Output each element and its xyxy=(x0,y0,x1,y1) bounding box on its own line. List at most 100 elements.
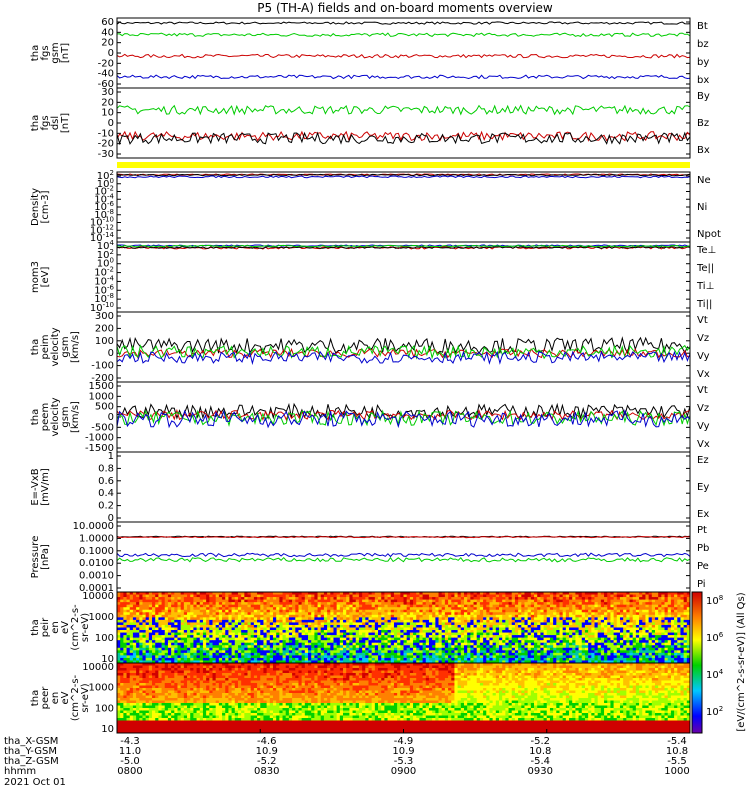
heatmap-cell xyxy=(381,609,385,613)
heatmap-cell xyxy=(279,622,284,626)
heatmap-cell xyxy=(651,630,656,634)
heatmap-cell xyxy=(639,627,643,631)
heatmap-cell xyxy=(457,627,462,631)
heatmap-cell xyxy=(330,635,334,639)
heatmap-cell xyxy=(457,592,462,596)
heatmap-cell xyxy=(145,617,150,621)
heatmap-cell xyxy=(352,592,357,596)
heatmap-cell xyxy=(591,622,595,626)
ytick-label: -500 xyxy=(91,422,114,433)
heatmap-cell xyxy=(244,612,249,616)
heatmap-cell xyxy=(129,612,134,616)
heatmap-cell xyxy=(365,614,369,618)
heatmap-cell xyxy=(174,612,178,616)
heatmap-cell xyxy=(285,614,290,618)
ylabel-line: tha xyxy=(30,115,41,131)
heatmap-cell xyxy=(400,617,404,621)
series-Bx xyxy=(116,131,691,146)
legend-Vt: Vt xyxy=(697,385,708,396)
heatmap-cell xyxy=(419,612,424,616)
legend-Te⊥: Te⊥ xyxy=(696,245,716,256)
heatmap-cell xyxy=(231,630,236,634)
heatmap-cell xyxy=(174,592,178,596)
heatmap-cell xyxy=(578,627,583,631)
heatmap-cell xyxy=(473,594,478,598)
heatmap-cell xyxy=(546,614,551,618)
heatmap-cell xyxy=(355,604,360,608)
heatmap-cell xyxy=(556,632,560,636)
heatmap-cell xyxy=(346,612,350,616)
heatmap-cell xyxy=(393,619,398,623)
heatmap-cell xyxy=(132,624,137,628)
heatmap-cell xyxy=(499,632,503,636)
heatmap-cell xyxy=(187,604,191,608)
heatmap-cell xyxy=(479,619,484,623)
heatmap-cell xyxy=(132,622,137,626)
heatmap-cell xyxy=(190,627,194,631)
heatmap-cell xyxy=(263,635,268,639)
heatmap-cell xyxy=(225,594,229,598)
heatmap-cell xyxy=(257,597,261,601)
heatmap-cell xyxy=(527,594,532,598)
ytick-label: 500 xyxy=(95,402,114,413)
heatmap-cell xyxy=(288,635,293,639)
heatmap-cell xyxy=(479,602,484,606)
heatmap-cell xyxy=(534,627,538,631)
heatmap-cell xyxy=(311,627,315,631)
heatmap-cell xyxy=(276,624,280,628)
heatmap-cell xyxy=(387,604,392,608)
heatmap-cell xyxy=(158,602,163,606)
heatmap-cell xyxy=(448,632,452,636)
heatmap-cell xyxy=(288,594,293,598)
heatmap-cell xyxy=(180,617,185,621)
heatmap-cell xyxy=(237,592,242,596)
heatmap-cell xyxy=(279,607,284,611)
heatmap-cell xyxy=(616,617,621,621)
heatmap-cell xyxy=(419,614,424,618)
heatmap-cell xyxy=(422,597,427,601)
heatmap-cell xyxy=(413,632,417,636)
heatmap-cell xyxy=(581,609,586,613)
heatmap-cell xyxy=(400,607,404,611)
heatmap-cell xyxy=(569,632,573,636)
ytick-label: 10 xyxy=(101,108,114,119)
heatmap-cell xyxy=(518,609,522,613)
heatmap-cell xyxy=(667,599,672,603)
heatmap-cell xyxy=(381,602,385,606)
heatmap-cell xyxy=(670,607,675,611)
heatmap-cell xyxy=(393,632,398,636)
heatmap-cell xyxy=(527,627,532,631)
heatmap-cell xyxy=(365,609,369,613)
heatmap-cell xyxy=(362,617,366,621)
heatmap-cell xyxy=(206,617,210,621)
heatmap-cell xyxy=(142,604,147,608)
heatmap-cell xyxy=(209,627,213,631)
heatmap-cell xyxy=(152,632,156,636)
heatmap-cell xyxy=(161,604,166,608)
heatmap-cell xyxy=(222,619,226,623)
series-Vy xyxy=(116,409,691,427)
heatmap-cell xyxy=(518,619,522,623)
heatmap-cell xyxy=(419,630,424,634)
heatmap-cell xyxy=(562,607,567,611)
heatmap-cell xyxy=(152,602,156,606)
heatmap-cell xyxy=(419,617,424,621)
heatmap-cell xyxy=(123,632,128,636)
heatmap-cell xyxy=(209,602,213,606)
ytick-label: 200 xyxy=(95,323,114,334)
heatmap-cell xyxy=(661,630,666,634)
heatmap-cell xyxy=(323,622,328,626)
heatmap-cell xyxy=(276,619,280,623)
heatmap-cell xyxy=(416,614,420,618)
heatmap-cell xyxy=(228,599,233,603)
heatmap-cell xyxy=(206,622,210,626)
heatmap-cell xyxy=(518,604,522,608)
heatmap-cell xyxy=(171,617,175,621)
heatmap-cell xyxy=(486,594,490,598)
heatmap-cell xyxy=(578,602,583,606)
heatmap-cell xyxy=(323,592,328,596)
heatmap-cell xyxy=(171,630,175,634)
heatmap-cell xyxy=(393,617,398,621)
heatmap-cell xyxy=(683,592,688,596)
heatmap-cell xyxy=(613,609,618,613)
